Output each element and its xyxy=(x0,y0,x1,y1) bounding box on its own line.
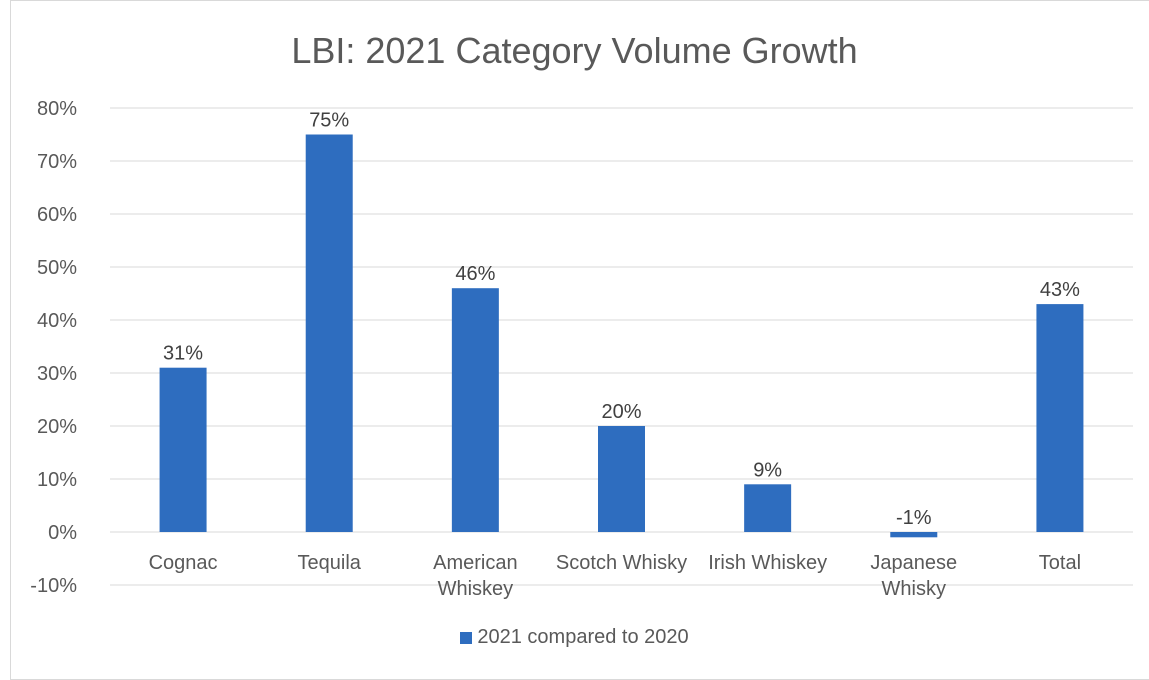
y-tick-label: 20% xyxy=(37,416,77,438)
chart-title: LBI: 2021 Category Volume Growth xyxy=(291,30,858,71)
category-label: Irish Whiskey xyxy=(708,552,827,574)
category-label: Whiskey xyxy=(438,578,514,600)
y-tick-label: 40% xyxy=(37,310,77,332)
data-label: 43% xyxy=(1040,279,1080,301)
y-tick-label: 30% xyxy=(37,363,77,385)
data-label: 9% xyxy=(753,459,782,481)
category-label: Cognac xyxy=(149,552,218,574)
y-tick-label: 0% xyxy=(48,522,77,544)
y-tick-label: 80% xyxy=(37,98,77,120)
category-label: Japanese xyxy=(870,552,957,574)
data-label: 46% xyxy=(455,263,495,285)
category-label: Whisky xyxy=(882,578,946,600)
y-tick-label: 10% xyxy=(37,469,77,491)
legend-swatch xyxy=(460,631,473,644)
bar xyxy=(598,426,645,532)
bar xyxy=(159,367,207,532)
data-label: -1% xyxy=(896,507,932,529)
category-label: Tequila xyxy=(298,552,362,574)
y-tick-label: 50% xyxy=(37,257,77,279)
bar xyxy=(451,288,499,532)
data-label: 75% xyxy=(309,110,349,132)
y-tick-label: 70% xyxy=(37,151,77,173)
chart-frame xyxy=(10,0,1149,680)
data-label: 20% xyxy=(601,401,641,423)
category-label: Scotch Whisky xyxy=(556,552,687,574)
y-tick-label: 60% xyxy=(37,204,77,226)
bar xyxy=(305,134,353,532)
bar xyxy=(890,532,938,538)
legend: 2021 compared to 2020 xyxy=(0,626,1149,649)
bar xyxy=(1036,304,1084,532)
legend-label: 2021 compared to 2020 xyxy=(477,626,689,648)
category-label: Total xyxy=(1039,552,1081,574)
bar xyxy=(744,484,792,532)
category-label: American xyxy=(433,552,517,574)
y-tick-label: -10% xyxy=(30,575,77,597)
data-label: 31% xyxy=(163,343,203,365)
